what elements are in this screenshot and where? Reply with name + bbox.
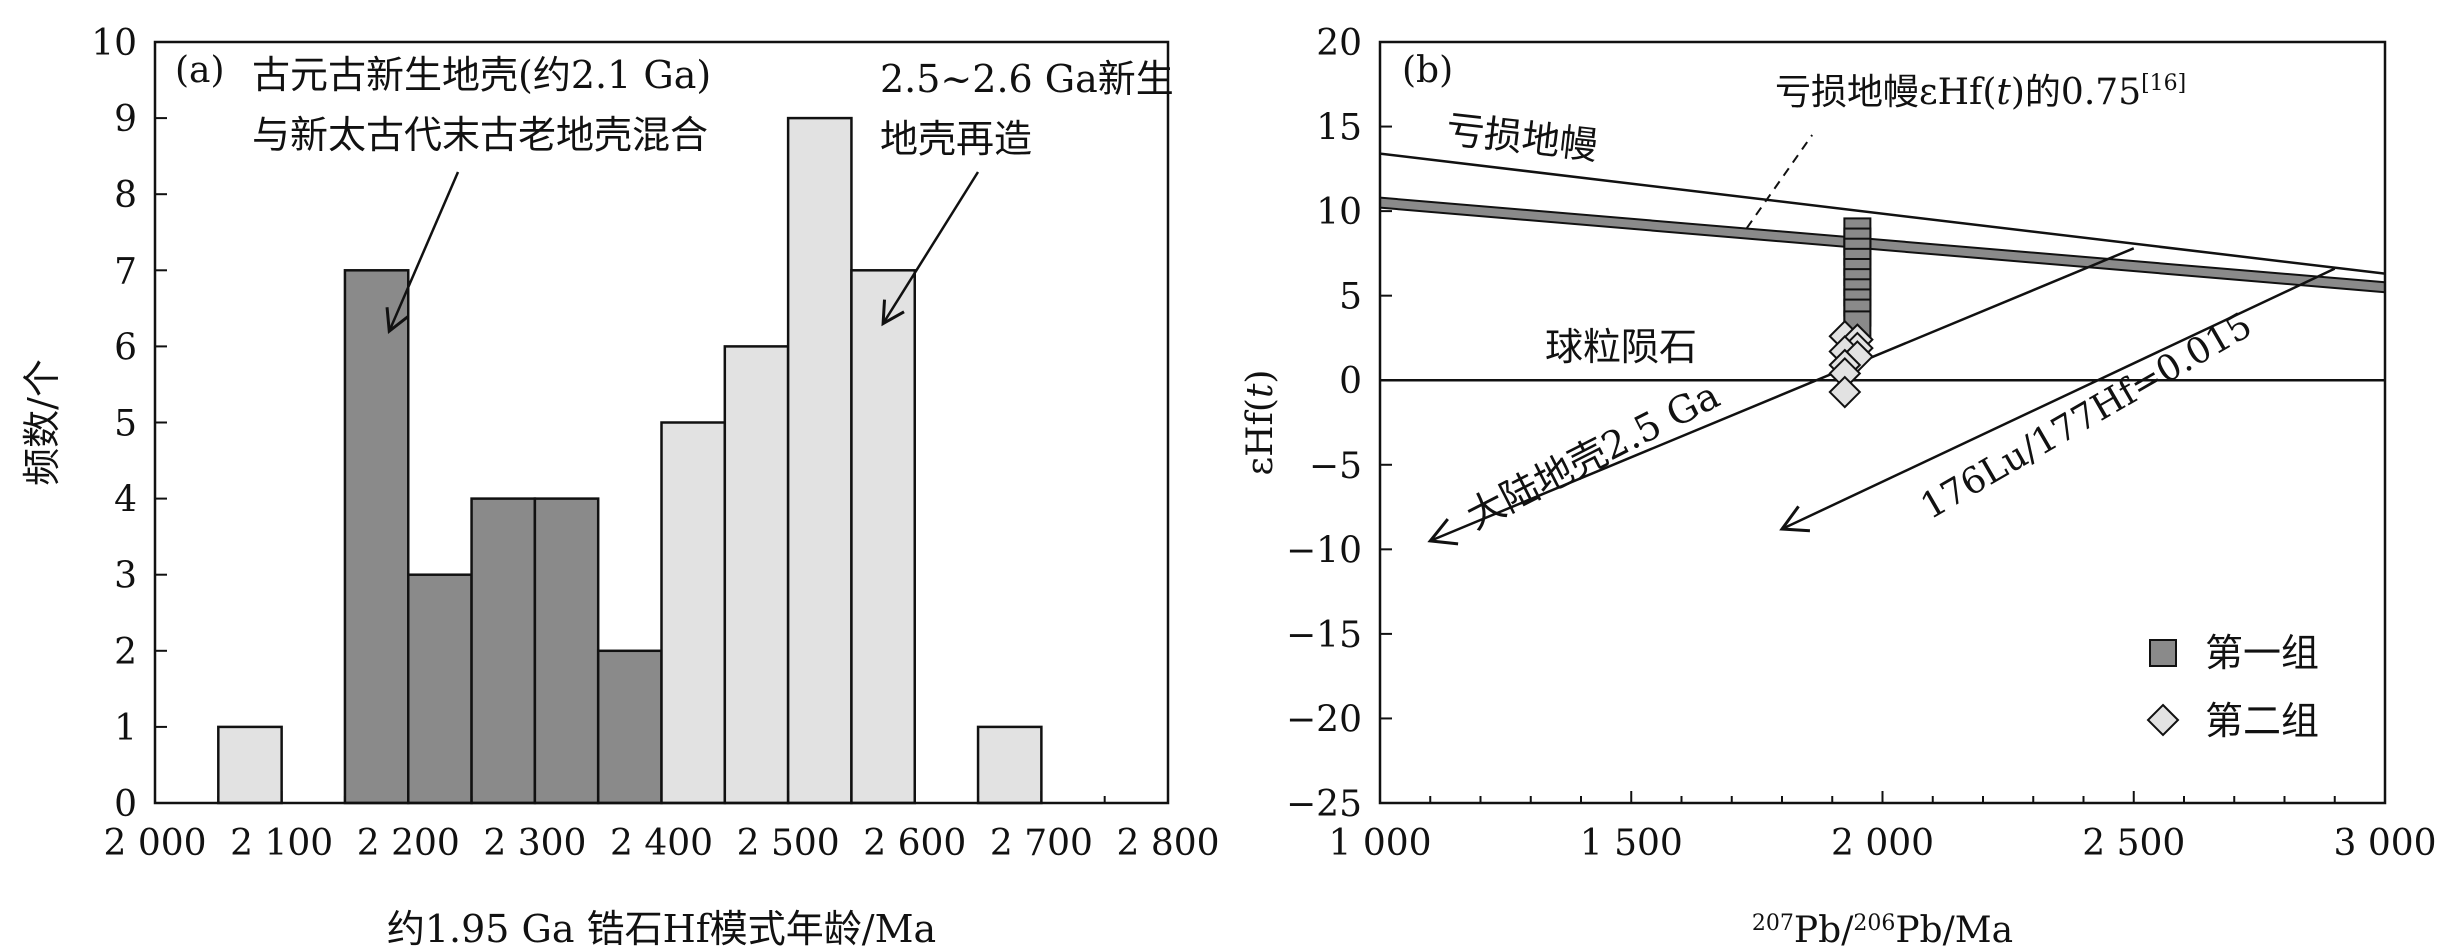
y-tick-label: −15 (1286, 615, 1362, 656)
x-tick-label: 1 000 (1328, 823, 1431, 864)
histogram-bar (470, 497, 537, 805)
continental-crust-label: 大陆地壳2.5 Ga (1459, 373, 1726, 538)
y-tick-label: −5 (1309, 446, 1362, 487)
histogram-bar (660, 421, 727, 805)
x-tick-label: 2 100 (230, 823, 333, 864)
y-tick-label: 5 (1339, 277, 1362, 318)
x-tick-label: 2 200 (357, 823, 460, 864)
x-tick-label: 1 500 (1580, 823, 1683, 864)
histogram-bar (217, 725, 283, 805)
x-tick-label: 2 000 (103, 823, 206, 864)
annotation-text: 地壳再造 (880, 117, 1032, 161)
lu-hf-evolution-line (1781, 267, 2336, 531)
legend-label: 第一组 (2205, 631, 2319, 675)
y-tick-label: 7 (114, 251, 137, 292)
y-tick-label: 0 (1339, 361, 1362, 402)
x-tick-label: 2 700 (990, 823, 1093, 864)
depleted-mantle-line (1380, 152, 2385, 275)
x-tick-label: 2 500 (2082, 823, 2185, 864)
y-tick-label: 9 (114, 99, 137, 140)
label-leader-line (1746, 134, 1813, 229)
lu-hf-label: 176Lu/177Hf=0.015 (1914, 305, 2259, 528)
depleted-mantle-label: 亏损地幔 (1444, 107, 1600, 168)
y-axis-label: εHf(t) (1240, 370, 1281, 476)
histogram-bar (850, 269, 916, 805)
x-tick-label: 3 000 (2333, 823, 2436, 864)
annotation-arrow (882, 171, 980, 325)
y-tick-label: 6 (114, 327, 137, 368)
x-tick-label: 2 000 (1831, 823, 1934, 864)
chondrite-label: 球粒陨石 (1545, 325, 1697, 369)
y-tick-label: 20 (1316, 23, 1362, 64)
continental-crust-line (1429, 247, 2135, 543)
arrowhead (881, 299, 905, 327)
plot-area (1380, 134, 2385, 546)
annotation-text: 2.5~2.6 Ga新生 (880, 57, 1174, 101)
annotation-text: 古元古新生地壳(约2.1 Ga) (252, 53, 711, 97)
annotation-arrow (388, 171, 460, 332)
histogram-bar (723, 345, 790, 805)
y-tick-label: −25 (1286, 784, 1362, 825)
x-axis-label: 约1.95 Ga 锆石Hf模式年龄/Ma (387, 907, 936, 951)
y-tick-label: 4 (114, 480, 137, 521)
histogram-bar (343, 269, 410, 805)
x-tick-label: 2 500 (737, 823, 840, 864)
histogram-bar (786, 116, 853, 805)
arrowhead (1427, 518, 1459, 546)
y-axis-label: 频数/个 (20, 359, 64, 486)
y-tick-label: 3 (114, 556, 137, 597)
y-tick-label: 15 (1316, 108, 1362, 149)
histogram-bar (407, 573, 473, 805)
x-tick-label: 2 600 (863, 823, 966, 864)
y-tick-label: 1 (114, 708, 137, 749)
x-tick-label: 2 300 (483, 823, 586, 864)
legend-label: 第二组 (2205, 699, 2319, 743)
depleted-mantle-075-label: 亏损地幔εHf(t)的0.75[16] (1775, 71, 2186, 113)
y-tick-label: −10 (1286, 530, 1362, 571)
y-tick-label: −20 (1286, 699, 1362, 740)
arrowhead (1779, 505, 1811, 533)
y-tick-label: 0 (114, 784, 137, 825)
x-axis-label: 207Pb/206Pb/Ma (1752, 910, 2013, 951)
annotation-text: 与新太古代末古老地壳混合 (252, 113, 708, 157)
arrowhead (385, 307, 410, 335)
depleted-mantle-075-band (1380, 196, 2385, 294)
data-point-group2 (1828, 375, 1862, 409)
y-tick-label: 2 (114, 632, 137, 673)
histogram-bar (976, 725, 1043, 805)
y-tick-label: 10 (1316, 192, 1362, 233)
legend-diamond-marker (2146, 703, 2180, 737)
x-tick-label: 2 800 (1116, 823, 1219, 864)
y-tick-label: 5 (114, 404, 137, 445)
panel-label: (a) (175, 50, 225, 91)
legend-square-marker (2149, 639, 2177, 667)
panel-b-scatter: −25 −20 −15 −10 −5 0 5 10 15 20 1 000 1 500 2 000 2 5… (1240, 23, 2437, 951)
histogram-bar (533, 497, 600, 805)
panel-a-histogram: 0 1 2 3 4 5 6 7 8 9 10 2 000 2 100 2 200 2 300 2 400 2 5… (20, 23, 1220, 951)
histogram-bar (596, 649, 663, 805)
y-tick-label: 10 (91, 23, 137, 64)
x-tick-label: 2 400 (610, 823, 713, 864)
panel-label: (b) (1402, 50, 1453, 91)
y-tick-label: 8 (114, 175, 137, 216)
